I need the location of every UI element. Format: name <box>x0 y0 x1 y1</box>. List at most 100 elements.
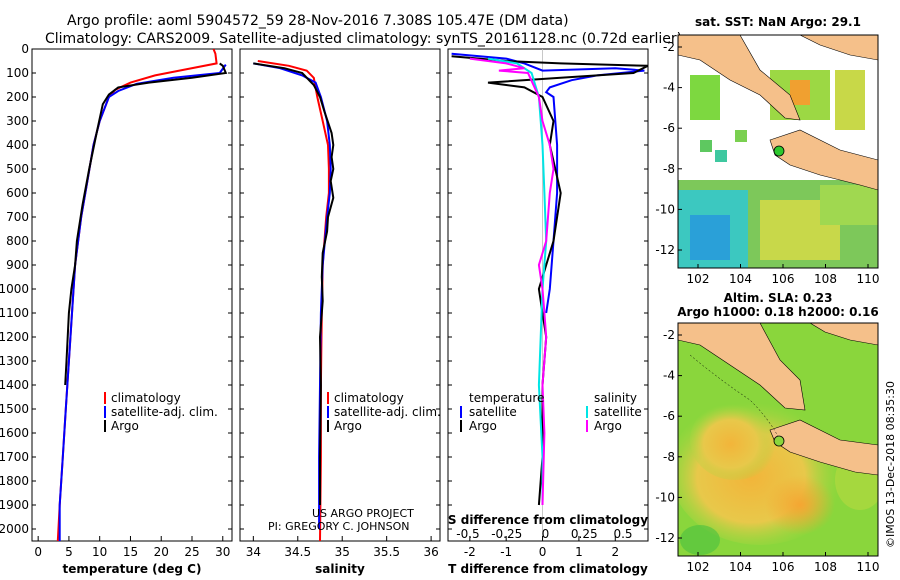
map-ytick-label: -6 <box>663 409 675 423</box>
map-xtick-label: 106 <box>772 560 795 574</box>
series-temperature-satellite <box>451 52 645 314</box>
top-tick-label: 0 <box>542 527 550 541</box>
depth-tick-label: 300 <box>6 114 29 128</box>
top-tick-label: 0.5 <box>613 527 632 541</box>
salinity-legend: climatology satellite-adj. clim. Argo <box>327 391 441 433</box>
map-ytick-label: -10 <box>655 490 675 504</box>
depth-tick-label: 700 <box>6 210 29 224</box>
series-climatology <box>56 49 218 541</box>
series-argo <box>253 62 335 505</box>
legend-satellite-label: satellite-adj. clim. <box>111 405 218 419</box>
series-salinity-argo <box>469 57 555 506</box>
map-ytick-label: -6 <box>663 121 675 135</box>
header-line1: Argo profile: aoml 5904572_59 28-Nov-201… <box>67 13 569 29</box>
depth-tick-label: 500 <box>6 162 29 176</box>
map-xtick-label: 102 <box>687 560 710 574</box>
top-tick-label: -0.25 <box>491 527 522 541</box>
depth-tick-label: 1600 <box>0 426 29 440</box>
x-tick-label: 10 <box>92 545 107 559</box>
depth-tick-label: 1900 <box>0 498 29 512</box>
x-tick-label: 34 <box>246 545 261 559</box>
depth-tick-label: 800 <box>6 234 29 248</box>
map-ytick-label: -8 <box>663 162 675 176</box>
depth-tick-label: 1400 <box>0 378 29 392</box>
header-line2: Climatology: CARS2009. Satellite-adjuste… <box>45 31 682 47</box>
sst-map: sat. SST: NaN Argo: 29.1 -2 -4 -6 -8 -10 -12 1… <box>655 15 879 286</box>
x-tick-label: 15 <box>123 545 138 559</box>
x-tick-label: 5 <box>65 545 73 559</box>
temperature-legend: climatology satellite-adj. clim. Argo <box>104 391 218 433</box>
map-ytick-label: -4 <box>663 369 675 383</box>
x-tick-label: 35 <box>335 545 350 559</box>
x-tick-label: 0 <box>34 545 42 559</box>
legend-t-satellite-label: satellite <box>469 405 517 419</box>
temperature-xlabel: temperature (deg C) <box>63 562 202 576</box>
depth-tick-label: 100 <box>6 66 29 80</box>
legend-s-satellite-label: satellite <box>594 405 642 419</box>
project-credit: US ARGO PROJECT <box>312 507 414 520</box>
x-tick-label: -1 <box>500 545 512 559</box>
depth-tick-label: 0 <box>21 42 29 56</box>
legend-s-argo-label: Argo <box>594 419 622 433</box>
x-tick-label: 34.5 <box>284 545 311 559</box>
sla-map-title2: Argo h1000: 0.18 h2000: 0.16 <box>677 305 878 319</box>
x-tick-label: 0 <box>539 545 547 559</box>
sst-map-title: sat. SST: NaN Argo: 29.1 <box>695 15 861 29</box>
map-ytick-label: -12 <box>655 243 675 257</box>
series-argo <box>64 62 228 386</box>
x-tick-label: 20 <box>154 545 169 559</box>
argo-float-marker <box>773 145 785 157</box>
sla-map-image <box>678 323 878 556</box>
series-salinity-satellite <box>487 57 548 505</box>
map-xtick-label: 108 <box>814 272 837 286</box>
map-xtick-label: 104 <box>729 560 752 574</box>
x-tick-label: 35.5 <box>373 545 400 559</box>
legend-temperature-title: temperature <box>469 391 544 405</box>
difference-top-label: S difference from climatology <box>448 513 648 527</box>
legend-climatology-label: climatology <box>111 391 181 405</box>
argo-float-marker-sla <box>773 435 785 447</box>
depth-axis: 0 100 200 300 400 500 600 700 800 900 1000 1100 1200… <box>0 42 648 536</box>
depth-tick-label: 400 <box>6 138 29 152</box>
legend-salinity-title: salinity <box>594 391 637 405</box>
map-ytick-label: -2 <box>663 40 675 54</box>
top-tick-label: -0.5 <box>456 527 479 541</box>
depth-tick-label: 1100 <box>0 306 29 320</box>
legend-t-argo-label: Argo <box>469 419 497 433</box>
x-tick-label: -2 <box>464 545 476 559</box>
sla-map: Altim. SLA: 0.23 Argo h1000: 0.18 h2000:… <box>655 291 880 574</box>
map-xtick-label: 110 <box>857 272 880 286</box>
x-tick-label: 36 <box>423 545 438 559</box>
legend-sal-argo-label: Argo <box>334 419 362 433</box>
depth-tick-label: 1500 <box>0 402 29 416</box>
depth-tick-label: 2000 <box>0 522 29 536</box>
map-ytick-label: -8 <box>663 450 675 464</box>
depth-tick-label: 1200 <box>0 330 29 344</box>
map-xtick-label: 102 <box>687 272 710 286</box>
depth-tick-label: 200 <box>6 90 29 104</box>
x-tick-label: 30 <box>215 545 230 559</box>
difference-legend: temperature satellite Argo salinity sate… <box>460 391 642 433</box>
depth-tick-label: 1000 <box>0 282 29 296</box>
depth-tick-label: 1700 <box>0 450 29 464</box>
map-ytick-label: -12 <box>655 531 675 545</box>
legend-argo-label: Argo <box>111 419 139 433</box>
x-tick-label: 25 <box>184 545 199 559</box>
salinity-xlabel: salinity <box>315 562 365 576</box>
legend-sal-climatology-label: climatology <box>334 391 404 405</box>
difference-top-ticks: -0.5 -0.25 0 0.25 0.5 <box>456 527 632 541</box>
salinity-panel: 34 34.5 35 35.5 36 salinity climatology sate… <box>239 48 441 576</box>
map-xtick-label: 106 <box>772 272 795 286</box>
temperature-panel: 0 5 10 15 20 25 30 temperature (deg C) climato… <box>31 48 233 576</box>
pi-credit: PI: GREGORY C. JOHNSON <box>268 520 409 533</box>
x-tick-label: 1 <box>575 545 583 559</box>
map-xtick-label: 110 <box>857 560 880 574</box>
difference-panel: -2 -1 0 1 2 T difference from climatology S … <box>447 48 649 576</box>
depth-tick-label: 600 <box>6 186 29 200</box>
sla-map-title1: Altim. SLA: 0.23 <box>724 291 833 305</box>
map-ytick-label: -10 <box>655 202 675 216</box>
map-ytick-label: -2 <box>663 328 675 342</box>
depth-tick-label: 1300 <box>0 354 29 368</box>
series-satellite-adj-clim- <box>58 64 227 541</box>
x-tick-label: 2 <box>611 545 619 559</box>
